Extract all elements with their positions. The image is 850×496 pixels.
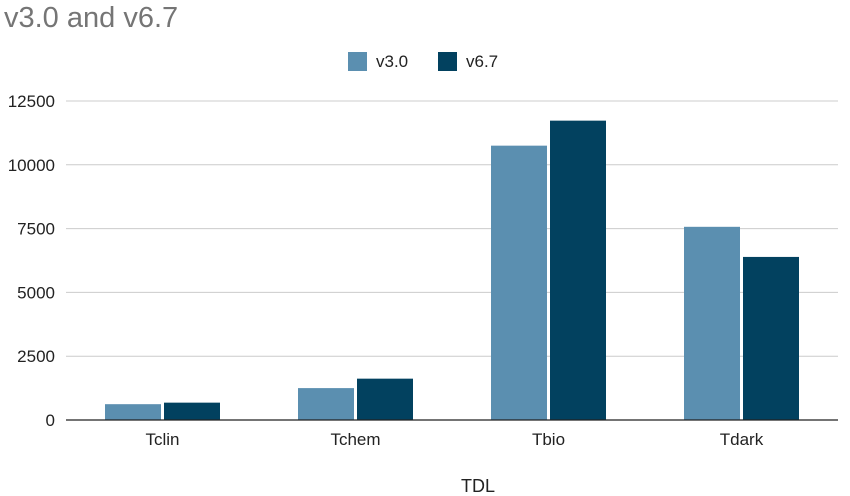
x-axis-title: TDL xyxy=(461,476,495,496)
legend-label: v3.0 xyxy=(376,52,408,71)
x-tick-label: Tclin xyxy=(145,430,179,449)
y-axis-ticks: 0 2500 5000 7500 10000 12500 xyxy=(8,92,55,430)
bar-tchem-v3-0 xyxy=(298,388,354,420)
bar-tchem-v6-7 xyxy=(357,378,413,420)
legend-label: v6.7 xyxy=(466,52,498,71)
x-tick-label: Tchem xyxy=(330,430,380,449)
y-tick-label: 5000 xyxy=(17,283,55,302)
y-tick-label: 2500 xyxy=(17,347,55,366)
bar-tdark-v6-7 xyxy=(743,256,799,420)
bars xyxy=(105,120,799,421)
x-tick-label: Tbio xyxy=(532,430,565,449)
y-tick-label: 12500 xyxy=(8,92,55,111)
legend: v3.0 v6.7 xyxy=(348,52,498,71)
y-tick-label: 7500 xyxy=(17,220,55,239)
y-tick-label: 0 xyxy=(46,411,55,430)
bar-tclin-v3-0 xyxy=(105,404,161,420)
legend-swatch xyxy=(438,52,457,71)
bar-tclin-v6-7 xyxy=(164,402,220,420)
bar-tbio-v3-0 xyxy=(491,145,547,420)
bar-tdark-v3-0 xyxy=(684,226,740,420)
x-tick-label: Tdark xyxy=(720,430,764,449)
x-axis-ticks: Tclin Tchem Tbio Tdark xyxy=(145,430,763,449)
chart-title: v3.0 and v6.7 xyxy=(4,2,179,34)
y-tick-label: 10000 xyxy=(8,156,55,175)
legend-swatch xyxy=(348,52,367,71)
bar-tbio-v6-7 xyxy=(550,120,606,421)
